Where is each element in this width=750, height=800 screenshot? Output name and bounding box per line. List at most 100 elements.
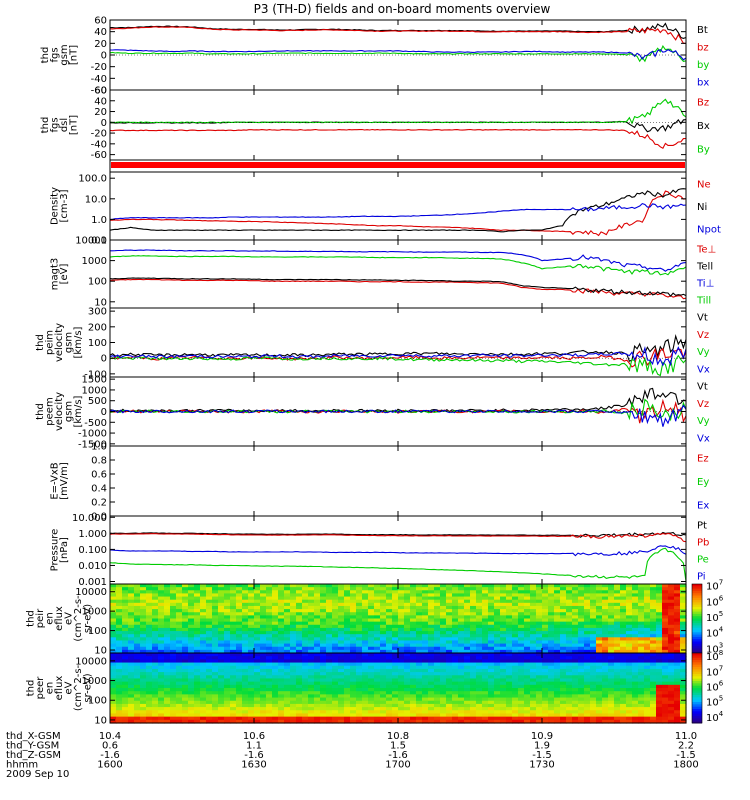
spectrogram-cell: [308, 675, 315, 680]
spectrogram-cell: [320, 615, 327, 620]
spectrogram-cell: [116, 634, 123, 638]
spectrogram-cell: [146, 719, 153, 724]
spectrogram-cell: [332, 634, 339, 638]
spectrogram-cell: [182, 599, 189, 604]
spectrogram-cell: [512, 609, 519, 613]
spectrogram-cell: [530, 605, 537, 610]
spectrogram-cell: [530, 707, 537, 711]
spectrogram-cell: [440, 624, 447, 629]
spectrogram-cell: [620, 653, 627, 657]
spectrogram-cell: [644, 584, 651, 588]
spectrogram-cell: [434, 615, 441, 620]
spectrogram-cell: [122, 612, 129, 616]
spectrogram-cell: [542, 672, 549, 676]
spectrogram-cell: [224, 634, 231, 638]
spectrogram-cell: [662, 707, 669, 711]
y-tick-label: 0.6: [91, 470, 107, 481]
spectrogram-cell: [608, 593, 615, 598]
spectrogram-cell: [248, 675, 255, 680]
spectrogram-cell: [140, 713, 147, 718]
spectrogram-cell: [650, 612, 657, 616]
spectrogram-cell: [254, 605, 261, 610]
y-axis-label-peir_flux: (cm^2-s-: [73, 595, 84, 642]
spectrogram-cell: [242, 643, 249, 648]
spectrogram-cell: [476, 675, 483, 680]
colorbar-label: 106: [706, 594, 724, 608]
spectrogram-cell: [494, 716, 501, 721]
spectrogram-cell: [278, 703, 285, 708]
spectrogram-cell: [398, 678, 405, 683]
spectrogram-cell: [212, 640, 219, 645]
spectrogram-cell: [128, 700, 135, 705]
spectrogram-cell: [476, 643, 483, 648]
spectrogram-cell: [212, 716, 219, 721]
spectrogram-cell: [476, 605, 483, 610]
spectrogram-cell: [518, 710, 525, 715]
spectrogram-cell: [272, 627, 279, 632]
spectrogram-cell: [674, 710, 681, 715]
spectrogram-cell: [362, 584, 369, 588]
spectrogram-cell: [518, 587, 525, 591]
spectrogram-cell: [602, 672, 609, 676]
spectrogram-cell: [620, 631, 627, 635]
spectrogram-cell: [182, 590, 189, 595]
spectrogram-cell: [218, 707, 225, 711]
spectrogram-cell: [428, 612, 435, 616]
spectrogram-cell: [506, 656, 513, 660]
spectrogram-cell: [224, 719, 231, 724]
spectrogram-cell: [650, 668, 657, 673]
spectrogram-cell: [206, 703, 213, 708]
spectrogram-cell: [662, 584, 669, 588]
spectrogram-cell: [662, 691, 669, 695]
spectrogram-cell: [452, 596, 459, 601]
spectrogram-cell: [626, 713, 633, 718]
spectrogram-cell: [680, 584, 687, 588]
spectrogram-cell: [530, 681, 537, 686]
spectrogram-cell: [524, 700, 531, 705]
spectrogram-cell: [374, 646, 381, 651]
spectrogram-cell: [122, 688, 129, 692]
spectrogram-cell: [404, 684, 411, 689]
spectrogram-cell: [140, 631, 147, 635]
spectrogram-cell: [584, 713, 591, 718]
spectrogram-cell: [548, 703, 555, 708]
spectrogram-cell: [158, 678, 165, 683]
spectrogram-cell: [380, 621, 387, 626]
spectrogram-cell: [476, 697, 483, 702]
spectrogram-cell: [218, 713, 225, 718]
spectrogram-cell: [170, 646, 177, 651]
spectrogram-cell: [680, 675, 687, 680]
spectrogram-cell: [278, 665, 285, 670]
spectrogram-cell: [578, 694, 585, 699]
colorbar-segment: [692, 720, 702, 724]
spectrogram-cell: [116, 697, 123, 702]
spectrogram-cell: [428, 605, 435, 610]
spectrogram-cell: [482, 615, 489, 620]
y-axis-label-peer_flux: (cm^2-s-: [73, 664, 84, 711]
spectrogram-cell: [266, 590, 273, 595]
spectrogram-cell: [308, 615, 315, 620]
spectrogram-cell: [668, 700, 675, 705]
spectrogram-cell: [488, 675, 495, 680]
spectrogram-cell: [476, 716, 483, 721]
spectrogram-cell: [332, 691, 339, 695]
spectrogram-cell: [536, 678, 543, 683]
spectrogram-cell: [386, 593, 393, 598]
spectrogram-cell: [194, 584, 201, 588]
spectrogram-cell: [482, 653, 489, 657]
spectrogram-cell: [452, 627, 459, 632]
spectrogram-cell: [326, 584, 333, 588]
spectrogram-cell: [482, 662, 489, 667]
spectrogram-cell: [596, 605, 603, 610]
spectrogram-cell: [470, 710, 477, 715]
spectrogram-cell: [536, 672, 543, 676]
spectrogram-cell: [650, 656, 657, 660]
spectrogram-cell: [182, 637, 189, 642]
spectrogram-cell: [416, 593, 423, 598]
spectrogram-cell: [242, 662, 249, 667]
spectrogram-cell: [488, 653, 495, 657]
spectrogram-cell: [572, 621, 579, 626]
spectrogram-cell: [128, 609, 135, 613]
spectrogram-cell: [410, 612, 417, 616]
